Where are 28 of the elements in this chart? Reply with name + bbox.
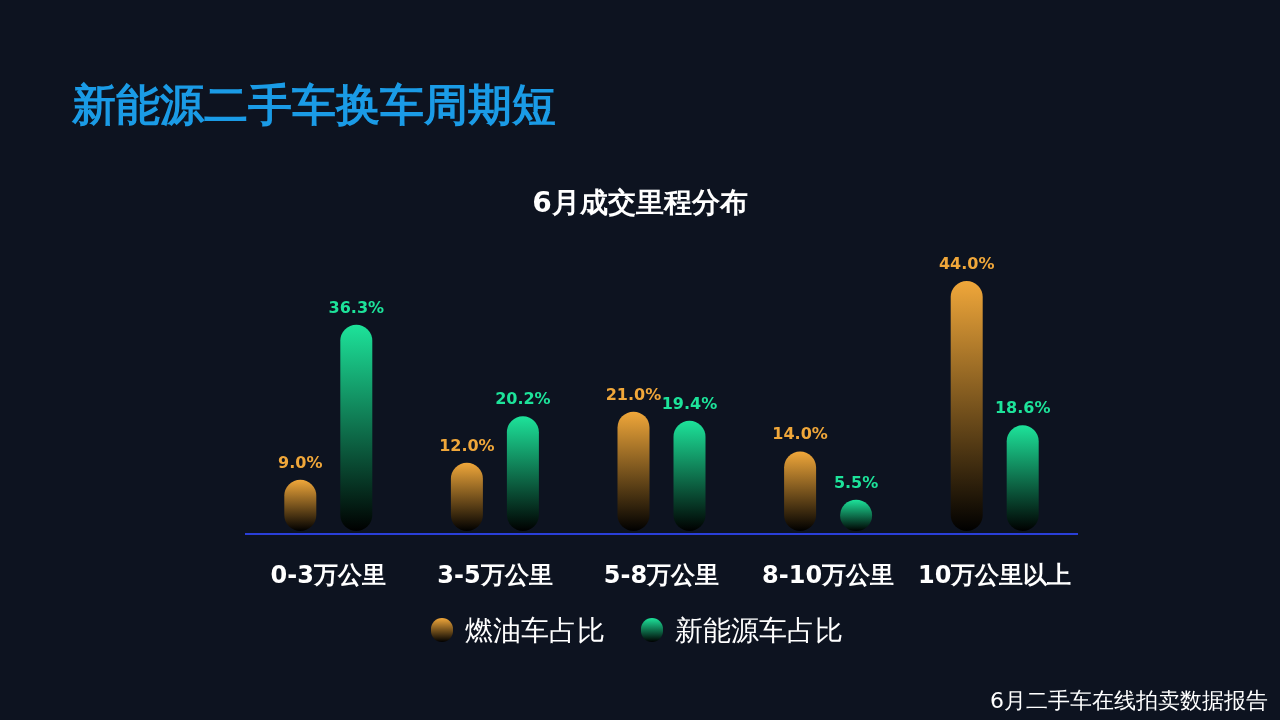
bar [506,416,539,531]
x-tick-label: 10万公里以上 [918,561,1072,589]
data-label: 21.0% [605,384,662,404]
legend-label: 新能源车占比 [675,614,843,647]
bar [617,411,650,531]
bar [784,451,817,531]
data-label: 14.0% [772,424,828,444]
x-tick-label: 5-8万公里 [603,561,720,589]
bar [450,462,483,531]
data-label: 5.5% [833,472,879,492]
chart-title: 新能源二手车换车周期短 [71,79,556,130]
x-tick-label: 3-5万公里 [437,561,553,589]
data-label: 36.3% [328,297,385,317]
data-label: 12.0% [439,435,495,455]
data-label: 9.0% [278,452,323,472]
data-label: 19.4% [661,393,718,413]
data-label: 18.6% [994,398,1051,418]
data-label: 44.0% [938,254,995,273]
bar [1006,425,1039,531]
legend-label: 燃油车占比 [465,614,605,647]
data-label: 20.2% [495,389,551,409]
bar [673,420,706,531]
chart-subtitle: 6月成交里程分布 [532,186,748,219]
x-tick-label: 8-10万公里 [762,561,895,589]
x-tick-label: 0-3万公里 [270,561,386,589]
bar [340,324,373,531]
text: 6月二手车在线拍卖数据报告 [990,688,1268,713]
bar [950,281,983,531]
